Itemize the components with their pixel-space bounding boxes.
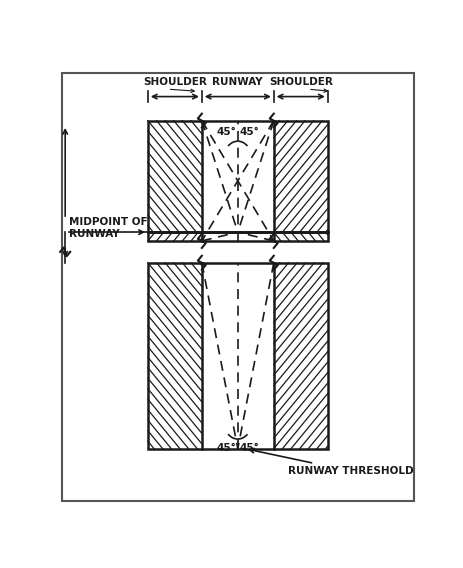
Text: 45°: 45° (216, 127, 236, 137)
Text: 45°: 45° (239, 444, 259, 453)
Text: RUNWAY THRESHOLD: RUNWAY THRESHOLD (249, 448, 413, 476)
Text: RUNWAY: RUNWAY (212, 77, 263, 87)
Text: SHOULDER: SHOULDER (143, 77, 206, 87)
Text: MIDPOINT OF
RUNWAY: MIDPOINT OF RUNWAY (69, 217, 147, 239)
Text: 45°: 45° (239, 127, 259, 137)
Text: SHOULDER: SHOULDER (268, 77, 332, 87)
Text: 45°: 45° (216, 444, 236, 453)
